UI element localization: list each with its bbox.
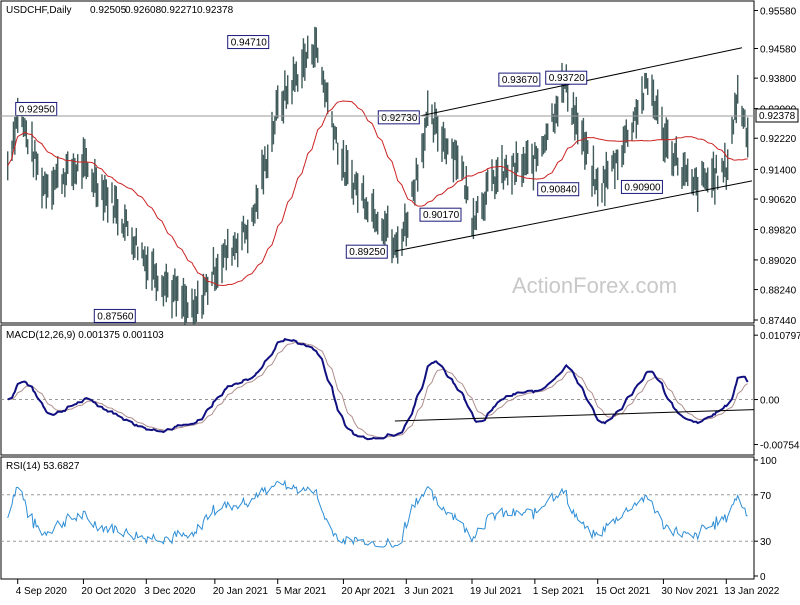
macd-tick-label: 0.00	[760, 396, 780, 407]
ohlc-close: 0.92378	[197, 5, 234, 16]
annotation-label: 0.92730	[377, 110, 420, 125]
macd-layer	[1, 337, 755, 441]
macd-tick-label: 0.010797	[760, 331, 800, 342]
date-axis-ticks: 4 Sep 2020 20 Oct 2020 3 Dec 2020 20 Jan 20…	[16, 579, 780, 597]
annotation-box	[419, 207, 462, 222]
annotation-text: 0.93670	[502, 75, 539, 86]
ohlc-open: 0.92505	[90, 5, 127, 16]
macd-trendline	[394, 409, 755, 422]
date-tick-label: 4 Sep 2020	[16, 586, 68, 597]
rsi-tick-label: 30	[760, 537, 772, 548]
annotation-text: 0.93720	[549, 73, 586, 84]
price-tick-label: 0.88240	[760, 286, 797, 297]
annotation-label: 0.92950	[15, 101, 58, 116]
annotation-text: 0.94710	[231, 38, 268, 49]
price-panel	[0, 0, 755, 324]
price-bars	[7, 26, 749, 325]
price-axis-ticks: 0.955800.945800.938000.930000.922200.914…	[754, 6, 797, 327]
rsi-layer	[1, 479, 754, 548]
annotation-text: 0.92730	[381, 113, 418, 124]
date-tick-label: 3 Jun 2021	[404, 586, 454, 597]
annotation-box	[545, 70, 588, 85]
annotation-box	[345, 244, 388, 259]
annotation-box	[15, 101, 58, 116]
macd-panel	[0, 324, 755, 456]
rsi-axis-ticks: 100 70 30 0	[754, 456, 777, 583]
annotation-label: 0.90900	[620, 179, 663, 194]
annotation-label: 0.87560	[93, 308, 136, 323]
rsi-tick-label: 100	[760, 456, 777, 467]
date-tick-label: 15 Oct 2021	[596, 586, 651, 597]
ohlc-low: 0.92271	[161, 5, 198, 16]
annotation-box	[227, 35, 270, 50]
annotation-box	[93, 308, 136, 323]
annotation-box	[498, 72, 541, 87]
macd-main-line	[7, 337, 749, 441]
annotation-label: 0.94710	[227, 35, 270, 50]
annotation-text: 0.90170	[423, 210, 460, 221]
date-tick-label: 5 Mar 2021	[276, 586, 327, 597]
price-tick-label: 0.91400	[760, 165, 797, 176]
annotation-text: 0.90900	[624, 182, 661, 193]
date-tick-label: 20 Oct 2020	[81, 586, 136, 597]
ohlc-high: 0.92608	[125, 5, 162, 16]
annotations: 0.92950 0.94710 0.87560 0.92730 0.89250 0.901…	[15, 35, 663, 323]
annotation-text: 0.89250	[349, 247, 386, 258]
date-tick-label: 1 Sep 2021	[533, 586, 585, 597]
price-tick-label: 0.87440	[760, 316, 797, 327]
rsi-panel	[0, 456, 755, 580]
price-tick-label: 0.95580	[760, 6, 797, 17]
annotation-label: 0.93720	[545, 70, 588, 85]
price-tick-label: 0.89820	[760, 225, 797, 236]
chart-title: USDCHF,Daily	[6, 5, 72, 16]
date-tick-label: 20 Jan 2021	[213, 586, 268, 597]
annotation-box	[537, 182, 580, 197]
date-tick-label: 30 Nov 2021	[661, 586, 718, 597]
rsi-line	[7, 479, 748, 548]
annotation-text: 0.90840	[541, 185, 578, 196]
date-tick-label: 13 Jan 2022	[724, 586, 779, 597]
macd-title: MACD(12,26,9) 0.001375 0.001103	[6, 330, 164, 341]
moving-average-line	[7, 100, 748, 287]
date-tick-label: 20 Apr 2021	[341, 586, 395, 597]
price-tick-label: 0.89020	[760, 256, 797, 267]
annotation-box	[620, 179, 663, 194]
macd-tick-label: -0.007548	[760, 441, 800, 452]
ma-line-path	[7, 100, 748, 287]
rsi-tick-label: 70	[760, 491, 772, 502]
macd-axis-ticks: 0.010797 0.00 -0.007548	[754, 331, 800, 452]
price-tick-label: 0.93800	[760, 74, 797, 85]
annotation-label: 0.89250	[345, 244, 388, 259]
rsi-title: RSI(14) 53.6827	[6, 461, 80, 472]
annotation-text: 0.92950	[19, 104, 56, 115]
date-tick-label: 19 Jul 2021	[470, 586, 522, 597]
annotation-label: 0.90170	[419, 207, 462, 222]
rsi-tick-label: 0	[760, 572, 766, 583]
watermark: ActionForex.com	[512, 273, 677, 298]
price-tick-label: 0.92220	[760, 134, 797, 145]
price-tick-label: 0.90620	[760, 195, 797, 206]
annotation-label: 0.93670	[498, 72, 541, 87]
price-tick-label: 0.94580	[760, 44, 797, 55]
annotation-box	[377, 110, 420, 125]
annotation-text: 0.87560	[97, 311, 134, 322]
date-tick-label: 3 Dec 2020	[144, 586, 196, 597]
svg-text:0.92378: 0.92378	[759, 111, 796, 122]
channel-lower-line	[394, 180, 753, 252]
current-price-marker: 0.92378	[1, 108, 799, 123]
macd-signal-line	[7, 341, 748, 439]
annotation-label: 0.90840	[537, 182, 580, 197]
